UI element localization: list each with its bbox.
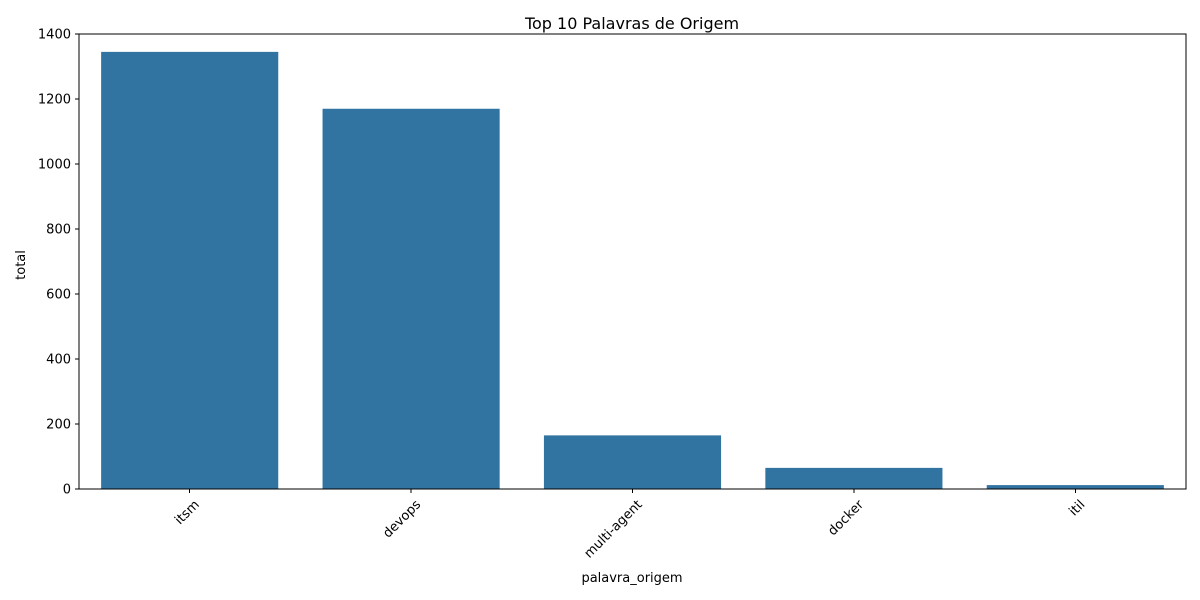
x-tick-label: multi-agent <box>582 497 646 561</box>
y-axis: 0 200 400 600 800 1000 1200 1400 <box>38 28 79 498</box>
y-tick-label: 1400 <box>38 28 71 43</box>
y-tick-label: 1000 <box>38 158 71 173</box>
y-tick-label: 1200 <box>38 93 71 108</box>
x-tick-label: itil <box>1066 497 1088 519</box>
y-tick-label: 200 <box>46 418 71 433</box>
x-axis-label: palavra_origem <box>581 571 682 586</box>
bar-multi-agent <box>543 435 722 489</box>
x-tick-label: itsm <box>172 497 203 528</box>
bars-group <box>101 51 1164 489</box>
bar-itil <box>986 485 1164 489</box>
x-tick-label: docker <box>825 497 867 539</box>
y-tick-label: 400 <box>46 353 71 368</box>
bar-devops <box>322 108 500 489</box>
y-tick-label: 600 <box>46 288 71 303</box>
chart-title: Top 10 Palavras de Origem <box>524 14 739 33</box>
y-axis-label: total <box>14 250 29 280</box>
y-tick-label: 0 <box>63 483 71 498</box>
bar-itsm <box>101 51 279 489</box>
x-axis: itsm devops multi-agent docker itil <box>172 489 1088 561</box>
y-tick-label: 800 <box>46 223 71 238</box>
x-tick-label: devops <box>380 497 424 541</box>
bar-docker <box>765 467 943 489</box>
